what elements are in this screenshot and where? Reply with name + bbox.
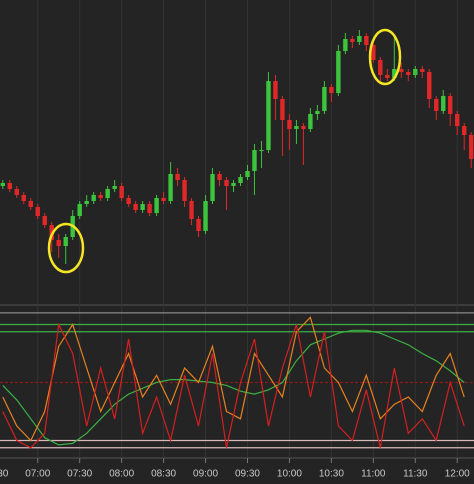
candle-body (154, 198, 159, 213)
candle-body (371, 45, 376, 60)
candle-body (280, 99, 285, 120)
x-tick-label: 08:00 (109, 469, 134, 480)
candle-body (182, 180, 187, 201)
x-tick-label: 07:30 (67, 469, 92, 480)
candle-body (112, 186, 117, 189)
candle-body (42, 216, 47, 225)
candle-body (21, 195, 26, 201)
candle-body (329, 87, 334, 93)
candle-body (77, 204, 82, 216)
candle-body (441, 96, 446, 111)
candle-body (322, 87, 327, 111)
candle-body (294, 126, 299, 129)
candle-body (455, 114, 460, 126)
candle-body (98, 195, 103, 198)
candle-body (196, 219, 201, 231)
x-tick-label: 08:30 (151, 469, 176, 480)
candle-body (203, 201, 208, 231)
candle-body (238, 177, 243, 183)
candle-body (168, 174, 173, 201)
candle-body (378, 60, 383, 75)
highlight-circle (47, 222, 85, 274)
x-tick-label: 09:30 (235, 469, 260, 480)
candle-body (448, 96, 453, 114)
candle-body (63, 237, 68, 246)
candle-body (252, 150, 257, 171)
candle-body (0, 183, 5, 186)
candle-body (259, 150, 264, 151)
x-tick-label: 09:00 (193, 469, 218, 480)
candle-body (189, 201, 194, 219)
candle-body (343, 39, 348, 51)
candle-body (406, 72, 411, 75)
oscillator-line (2, 322, 465, 449)
candle-body (140, 204, 145, 210)
candle-body (7, 183, 12, 189)
candle-body (245, 171, 250, 177)
candle-body (126, 198, 131, 204)
candle-body (231, 183, 236, 186)
candle-body (336, 51, 341, 93)
candle-body (273, 81, 278, 99)
candle-body (217, 174, 222, 180)
candle-body (35, 207, 40, 216)
candle-body (357, 36, 362, 42)
candle-body (147, 204, 152, 213)
x-tick-label: 11:00 (361, 469, 386, 480)
candle-body (434, 99, 439, 111)
candle-body (287, 120, 292, 129)
oscillator-line (2, 329, 465, 446)
highlight-circle (368, 28, 402, 86)
candle-body (392, 69, 397, 78)
candle-body (56, 240, 61, 246)
candle-body (133, 204, 138, 210)
candle-body (301, 126, 306, 129)
candle-body (84, 201, 89, 204)
candle-body (119, 186, 124, 198)
x-tick-label: 10:30 (319, 469, 344, 480)
candle-body (210, 174, 215, 201)
x-tick-label: 11:30 (403, 469, 428, 480)
x-tick-label: 12:00 (445, 469, 470, 480)
x-tick-label: 06:30 (0, 469, 9, 480)
candle-body (427, 72, 432, 99)
candle-body (91, 195, 96, 201)
candle-body (469, 135, 474, 159)
x-tick-label: 10:00 (277, 469, 302, 480)
candle-body (224, 180, 229, 186)
candle-body (399, 69, 404, 72)
candle-body (161, 198, 166, 201)
candle-body (105, 189, 110, 198)
x-tick-label: 07:00 (25, 469, 50, 480)
candle-body (315, 111, 320, 114)
candle-body (266, 81, 271, 150)
candle-body (420, 69, 425, 72)
candle-body (175, 174, 180, 180)
candle-body (385, 75, 390, 78)
candle-body (364, 36, 369, 45)
candle-body (350, 39, 355, 42)
candle-body (14, 189, 19, 195)
candle-body (28, 201, 33, 207)
candle-body (308, 114, 313, 129)
candle-body (413, 69, 418, 75)
candle-body (462, 126, 467, 135)
